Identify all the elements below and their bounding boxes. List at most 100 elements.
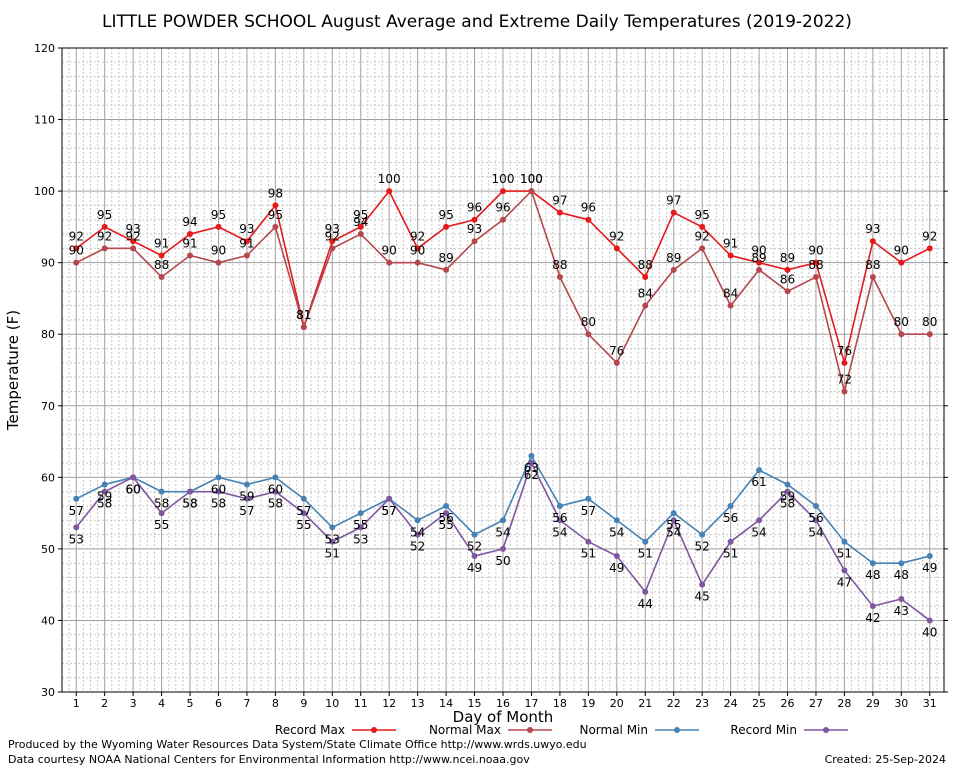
data-point: [727, 502, 734, 509]
data-label: 89: [780, 251, 795, 265]
data-label: 54: [495, 525, 510, 539]
data-point: [471, 531, 478, 538]
data-point: [784, 288, 791, 295]
data-label: 57: [581, 504, 596, 518]
data-label: 42: [865, 611, 880, 625]
data-point: [756, 467, 763, 474]
data-point: [101, 223, 108, 230]
data-point: [243, 481, 250, 488]
data-point: [613, 517, 620, 524]
data-point: [926, 331, 933, 338]
data-point: [101, 245, 108, 252]
data-label: 58: [268, 497, 283, 511]
x-tick-label: 13: [411, 697, 425, 710]
data-point: [784, 481, 791, 488]
data-point: [585, 495, 592, 502]
data-point: [386, 188, 393, 195]
data-label: 80: [894, 315, 909, 329]
data-label: 58: [780, 497, 795, 511]
data-label: 58: [182, 497, 197, 511]
x-tick-label: 5: [187, 697, 194, 710]
x-tick-label: 16: [496, 697, 510, 710]
data-label: 43: [894, 604, 909, 618]
data-point: [926, 245, 933, 252]
data-label: 56: [723, 511, 738, 525]
data-label: 40: [922, 625, 937, 639]
data-label: 55: [154, 518, 169, 532]
data-point: [699, 581, 706, 588]
data-label: 97: [552, 194, 567, 208]
x-tick-label: 8: [272, 697, 279, 710]
x-tick-label: 30: [894, 697, 908, 710]
data-label: 95: [97, 208, 112, 222]
x-tick-label: 14: [439, 697, 453, 710]
data-label: 59: [239, 489, 254, 503]
data-point: [613, 553, 620, 560]
data-point: [73, 259, 80, 266]
chart-title: LITTLE POWDER SCHOOL August Average and …: [102, 12, 852, 32]
data-point: [215, 488, 222, 495]
data-point: [386, 495, 393, 502]
data-label: 44: [638, 597, 653, 611]
data-label: 93: [125, 222, 140, 236]
data-label: 60: [211, 482, 226, 496]
x-tick-label: 9: [300, 697, 307, 710]
data-label: 56: [552, 511, 567, 525]
data-label: 88: [552, 258, 567, 272]
data-point: [414, 245, 421, 252]
data-label: 96: [495, 201, 510, 215]
data-label: 49: [922, 561, 937, 575]
data-point: [443, 502, 450, 509]
data-label: 58: [97, 497, 112, 511]
data-label: 81: [296, 308, 311, 322]
x-tick-label: 2: [101, 697, 108, 710]
data-point: [784, 488, 791, 495]
data-point: [443, 223, 450, 230]
data-label: 92: [69, 229, 84, 243]
data-label: 76: [837, 344, 852, 358]
legend-marker: [371, 727, 377, 733]
data-label: 92: [922, 229, 937, 243]
data-label: 50: [495, 554, 510, 568]
data-point: [812, 517, 819, 524]
legend-marker: [527, 727, 533, 733]
data-point: [500, 545, 506, 552]
y-tick-label: 60: [41, 471, 55, 484]
data-label: 60: [125, 482, 140, 496]
data-point: [613, 245, 620, 252]
data-label: 54: [410, 525, 425, 539]
x-tick-label: 1: [73, 697, 80, 710]
data-point: [670, 209, 677, 216]
data-label: 53: [353, 532, 368, 546]
x-tick-label: 17: [524, 697, 538, 710]
x-tick-label: 11: [354, 697, 368, 710]
data-label: 56: [438, 511, 453, 525]
data-point: [898, 259, 905, 266]
y-tick-label: 80: [41, 328, 55, 341]
data-point: [101, 481, 108, 488]
x-tick-label: 21: [638, 697, 652, 710]
data-label: 91: [182, 237, 197, 251]
data-label: 92: [97, 229, 112, 243]
data-point: [443, 266, 450, 273]
data-point: [471, 553, 478, 560]
data-point: [670, 266, 677, 273]
data-label: 86: [780, 272, 795, 286]
data-label: 51: [723, 547, 738, 561]
data-label: 93: [239, 222, 254, 236]
data-point: [756, 517, 763, 524]
legend-label: Normal Max: [429, 723, 501, 737]
data-label: 56: [808, 511, 823, 525]
data-label: 92: [325, 229, 340, 243]
data-point: [528, 452, 535, 459]
data-point: [272, 202, 279, 209]
data-label: 72: [837, 372, 852, 386]
data-label: 54: [808, 525, 823, 539]
data-label: 90: [410, 244, 425, 258]
data-point: [727, 538, 734, 545]
data-point: [699, 245, 706, 252]
y-axis-label: Temperature (F): [4, 310, 22, 431]
data-label: 49: [609, 561, 624, 575]
